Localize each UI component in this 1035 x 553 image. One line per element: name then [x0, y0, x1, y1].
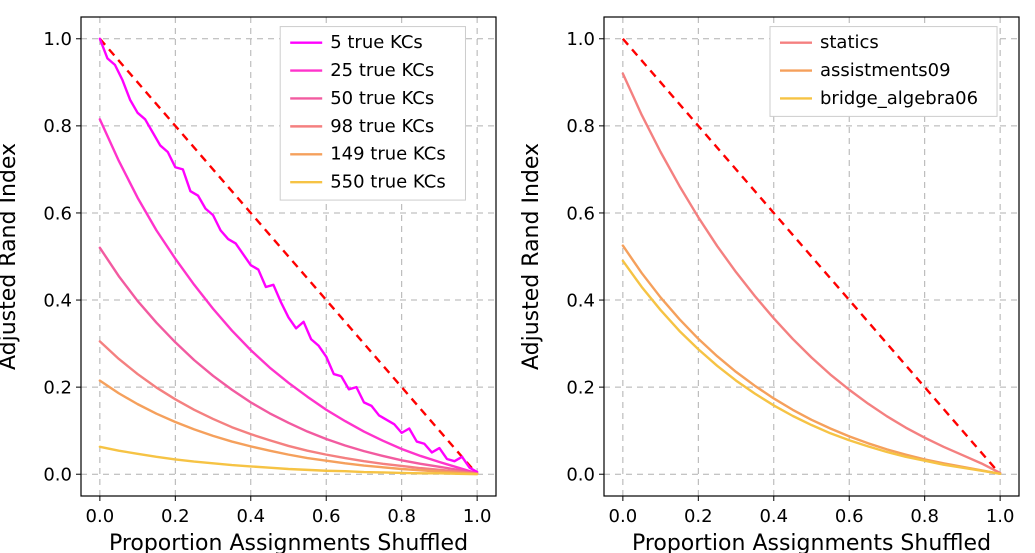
xtick-label: 0.0	[609, 506, 638, 527]
ytick-label: 0.0	[43, 465, 72, 486]
legend-label: 25 true KCs	[330, 60, 434, 81]
legend-label: 550 true KCs	[330, 172, 446, 193]
y-axis-label: Adjusted Rand Index	[519, 143, 544, 370]
xtick-label: 1.0	[986, 506, 1015, 527]
ytick-label: 0.2	[43, 377, 72, 398]
xtick-label: 0.8	[910, 506, 939, 527]
series-line	[100, 248, 477, 474]
series-line	[623, 74, 1000, 473]
xtick-label: 0.4	[759, 506, 788, 527]
ytick-label: 0.6	[566, 203, 595, 224]
xtick-label: 0.2	[684, 506, 713, 527]
legend: statics assistments09 bridge_algebra06	[770, 27, 997, 117]
legend-label: 149 true KCs	[330, 144, 446, 165]
y-axis-label: Adjusted Rand Index	[0, 143, 21, 370]
ytick-label: 0.2	[566, 377, 595, 398]
x-axis-label: Proportion Assignments Shuffled	[109, 531, 468, 553]
legend-label: 5 true KCs	[330, 32, 423, 53]
ytick-label: 1.0	[43, 29, 72, 50]
ytick-label: 0.0	[566, 465, 595, 486]
series-line	[623, 261, 1000, 474]
ytick-label: 1.0	[566, 29, 595, 50]
xtick-label: 0.0	[86, 506, 115, 527]
ytick-label: 0.6	[43, 203, 72, 224]
legend: 5 true KCs 25 true KCs 50 true KCs 98 true …	[280, 27, 465, 201]
series-line	[100, 381, 477, 474]
legend-label: bridge_algebra06	[820, 88, 978, 109]
figure: 0.0 0.2 0.4 0.6 0.8 1.0 0.0 0.2 0.4 0.6 0.8 1.0 Prop…	[0, 0, 1035, 553]
series-line	[623, 246, 1000, 474]
legend-label: statics	[820, 32, 879, 53]
panel-0: 0.0 0.2 0.4 0.6 0.8 1.0 0.0 0.2 0.4 0.6 0.8 1.0 Prop…	[0, 17, 496, 553]
ytick-label: 0.8	[566, 116, 595, 137]
ytick-label: 0.4	[566, 290, 595, 311]
legend-label: 50 true KCs	[330, 88, 434, 109]
legend-label: 98 true KCs	[330, 116, 434, 137]
xtick-label: 0.8	[387, 506, 416, 527]
xtick-label: 0.6	[835, 506, 864, 527]
x-axis-label: Proportion Assignments Shuffled	[632, 531, 991, 553]
xtick-label: 1.0	[463, 506, 492, 527]
ytick-label: 0.8	[43, 116, 72, 137]
panel-1: 0.0 0.2 0.4 0.6 0.8 1.0 0.0 0.2 0.4 0.6 0.8 1.0 Prop…	[519, 17, 1019, 553]
xtick-label: 0.4	[236, 506, 265, 527]
legend-label: assistments09	[820, 60, 951, 81]
ytick-label: 0.4	[43, 290, 72, 311]
xtick-label: 0.6	[312, 506, 341, 527]
xtick-label: 0.2	[161, 506, 190, 527]
